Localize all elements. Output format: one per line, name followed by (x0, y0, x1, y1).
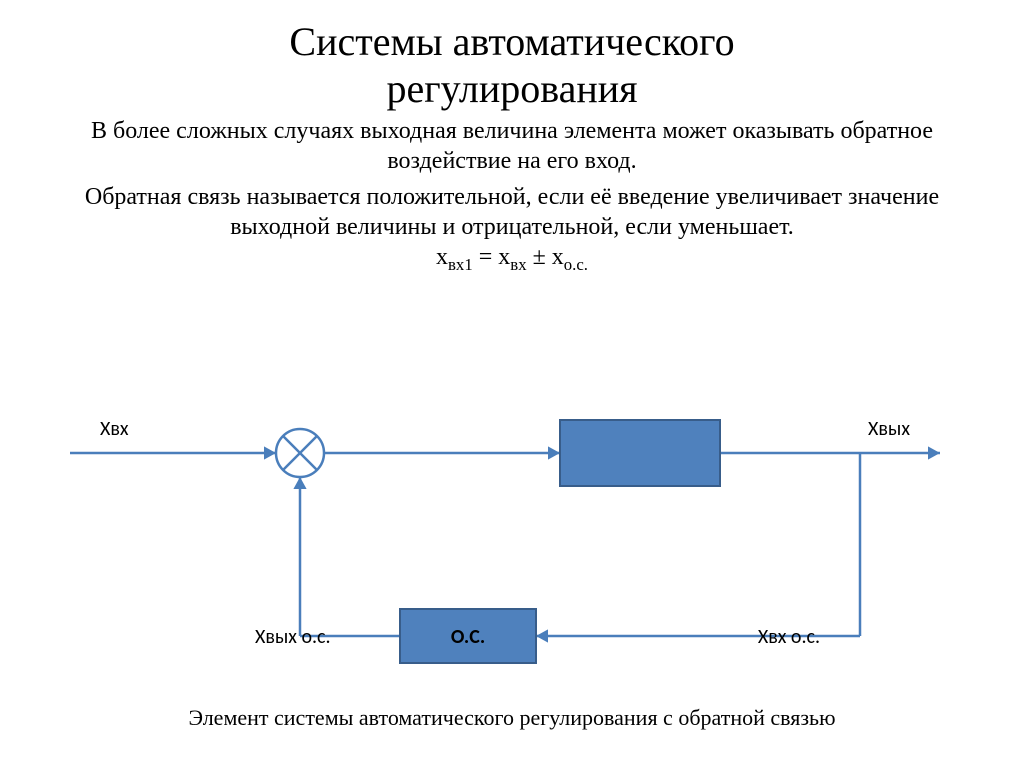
eq-x1: x (436, 244, 448, 270)
diagram-svg: О.С. Хвх Хвых Хвых о.с. Хвх о.с. (0, 378, 1024, 698)
arrowhead-icon (293, 477, 306, 489)
eq-x2: x (498, 244, 510, 270)
eq-sub2: вх (510, 255, 526, 274)
title-line-1: Системы автоматического (289, 19, 734, 64)
eq-sub1: вх1 (448, 255, 473, 274)
feedback-block-label: О.С. (451, 625, 485, 649)
arrowhead-icon (548, 446, 560, 459)
output-label: Хвых (868, 417, 910, 441)
diagram-caption: Элемент системы автоматического регулиро… (0, 705, 1024, 731)
eq-eq: = (473, 244, 499, 270)
feedback-out-label: Хвых о.с. (255, 625, 331, 649)
paragraph-2: Обратная связь называется положительной,… (50, 182, 974, 242)
eq-x3: x (552, 244, 564, 270)
plant-block (560, 420, 720, 486)
equation: xвх1 = xвх ± xо.с. (0, 244, 1024, 275)
feedback-in-label: Хвх о.с. (758, 625, 820, 649)
arrowhead-icon (264, 446, 276, 459)
eq-sub3: о.с. (564, 255, 588, 274)
arrowhead-icon (928, 446, 940, 459)
title-line-2: регулирования (386, 66, 637, 111)
slide-page: Системы автоматического регулирования В … (0, 0, 1024, 767)
paragraph-1: В более сложных случаях выходная величин… (50, 116, 974, 176)
block-diagram: О.С. Хвх Хвых Хвых о.с. Хвх о.с. (0, 378, 1024, 698)
arrowhead-icon (536, 629, 548, 642)
eq-pm: ± (527, 244, 552, 270)
input-label: Хвх (100, 417, 129, 441)
slide-title: Системы автоматического регулирования (0, 0, 1024, 112)
